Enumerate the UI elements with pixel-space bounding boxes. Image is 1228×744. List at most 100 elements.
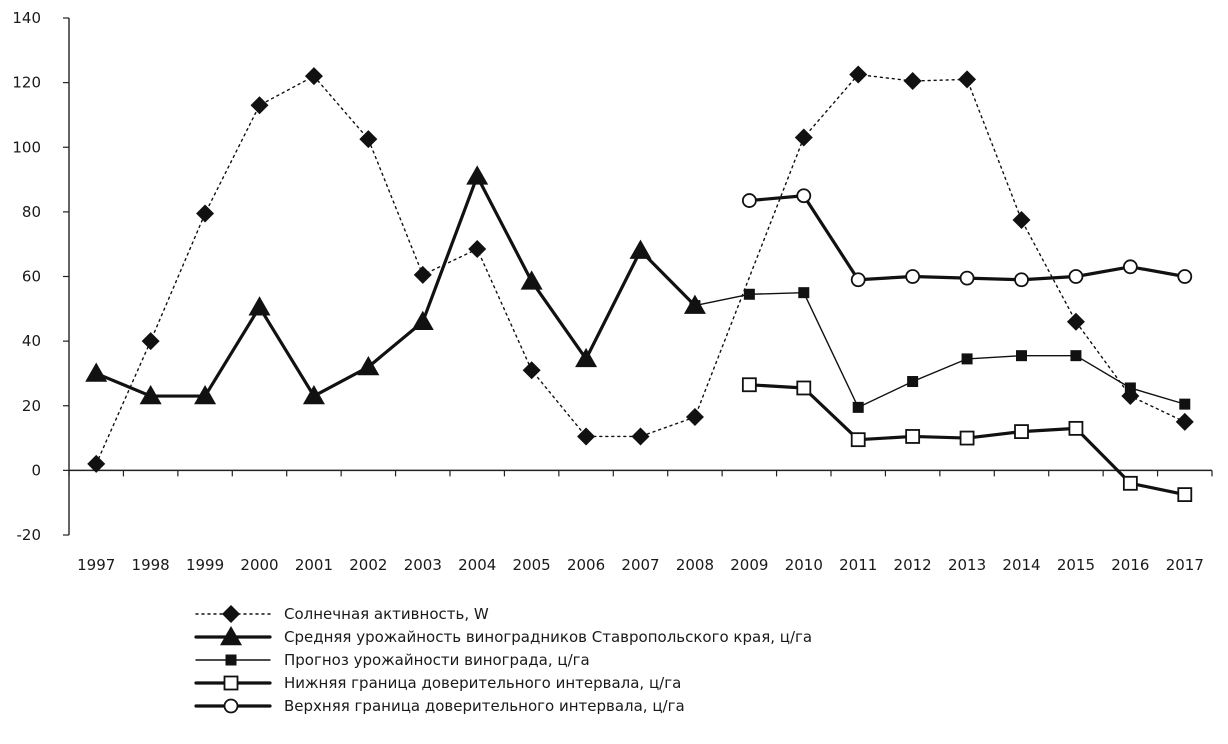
series-5-point [959,270,975,286]
series-5-point [850,272,866,288]
series-3-point [961,353,973,365]
legend-swatch-marker [223,675,239,691]
series-3-point [798,287,810,299]
series-1-point [958,70,977,89]
x-tick-label: 2017 [1166,556,1204,574]
series-2-line [94,174,697,398]
series-4-point [850,432,866,448]
series-2-point [248,296,271,316]
x-tick-label: 2000 [240,556,278,574]
series-2-point [357,355,380,376]
x-tick-label: 1998 [132,556,170,574]
series-3-point [852,401,864,413]
series-2-point [139,385,162,405]
series-3-point [907,376,919,388]
legend-swatch-marker [222,605,240,623]
legend-item-1: Солнечная активность, W [195,605,489,623]
series-2-point [466,165,489,185]
x-tick-label: 2001 [295,556,333,574]
series-5 [741,188,1193,288]
x-tick-label: 2012 [894,556,932,574]
series-5-point [1014,272,1029,288]
legend-swatch-marker [225,654,237,666]
series-2-point [194,385,217,405]
legend-item-4: Нижняя граница доверительного интервала,… [194,674,681,692]
series-5-point [741,193,757,208]
legend: Солнечная активность, W Средняя урожайнос… [194,605,812,715]
y-tick-label: 0 [31,461,41,479]
series-1-point [87,454,106,473]
series-1-point [685,408,704,427]
series-1-point [413,265,432,284]
series-1-point [468,240,487,259]
x-tick-label: 2003 [404,556,442,574]
series-4-point [1177,487,1193,503]
series-5-point [796,188,812,204]
series-1-point [577,427,596,446]
y-tick-label: 100 [12,138,41,156]
series-1 [87,65,1194,473]
series-3-point [1070,350,1082,362]
x-tick-label: 2010 [785,556,823,574]
series-2 [85,165,706,405]
series-3-point [689,300,701,312]
legend-item-2: Средняя урожайность виноградников Ставро… [194,626,812,646]
series-1-point [196,204,215,223]
series-5-point [1122,259,1138,275]
series-4-point [905,429,921,444]
y-tick-label: 60 [22,268,41,286]
series-1-point [794,128,813,147]
series-5-point [1177,269,1193,284]
legend-label: Верхняя граница доверительного интервала… [284,697,685,715]
legend-item-3: Прогноз урожайности винограда, ц/га [195,651,590,669]
legend-label: Средняя урожайность виноградников Ставро… [284,628,812,646]
legend-label: Прогноз урожайности винограда, ц/га [284,651,590,669]
series-4-point [1068,420,1084,436]
y-tick-label: 120 [12,74,41,92]
series-1-point [359,130,378,149]
x-tick-label: 2009 [730,556,768,574]
series-2-point [520,270,543,290]
y-tick-label: -20 [17,526,42,544]
series-2-point [411,310,434,330]
x-tick-label: 2007 [621,556,659,574]
x-tick-label: 1999 [186,556,224,574]
series-1-point [849,65,868,84]
series-5-point [905,269,921,284]
series-4-point [1122,475,1138,491]
x-tick-label: 2015 [1057,556,1095,574]
series-1-point [141,332,160,351]
series-layer [85,65,1194,503]
series-5-line [747,194,1187,282]
x-tick-label: 1997 [77,556,115,574]
series-2-point [629,239,652,259]
series-1-point [1012,210,1031,229]
legend-item-5: Верхняя граница доверительного интервала… [194,697,685,715]
series-2-point [302,385,325,405]
series-3-point [1179,398,1191,410]
legend-swatch-marker [220,626,242,646]
x-tick-label: 2016 [1111,556,1149,574]
x-tick-label: 2014 [1002,556,1040,574]
x-tick-label: 2008 [676,556,714,574]
legend-label: Солнечная активность, W [284,605,489,623]
series-3-line [694,291,1186,409]
series-1-point [522,361,541,380]
series-3-point [1124,382,1136,394]
series-4-point [959,430,975,446]
x-tick-label: 2006 [567,556,605,574]
series-4-point [796,380,812,396]
series-1-point [304,67,323,86]
series-3-point [1016,350,1027,362]
series-1-point [631,427,650,446]
axes: -20 0 20 40 60 80 100 120 140 1997 1998 1999 2000 200… [12,9,1213,574]
series-4-point [741,377,757,393]
series-4-point [1014,424,1029,440]
x-tick-label: 2005 [513,556,551,574]
series-2-point [85,362,108,382]
series-1-point [903,72,922,91]
y-tick-label: 40 [22,332,41,350]
series-1-point [1066,312,1085,331]
x-tick-label: 2011 [839,556,877,574]
